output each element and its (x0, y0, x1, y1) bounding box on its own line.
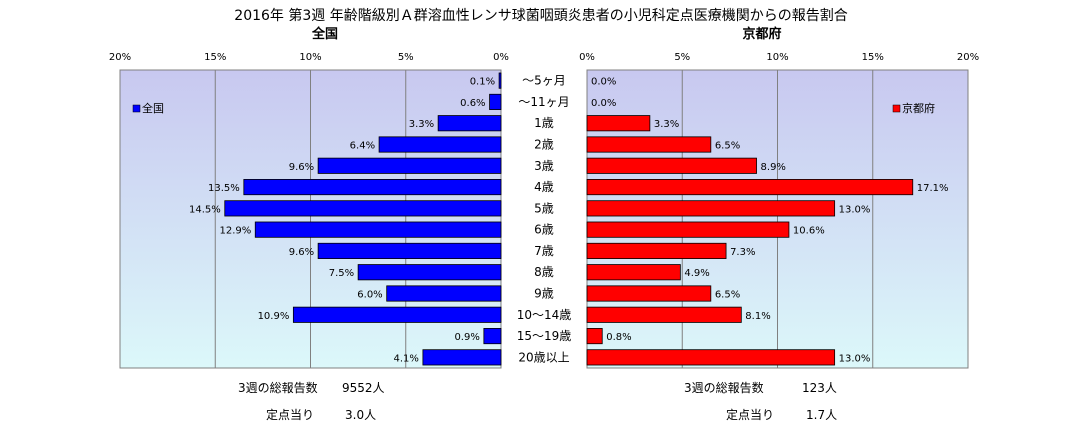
left-bar (254, 221, 502, 238)
left-value-label: 9.6% (289, 247, 314, 258)
left-value-label: 14.5% (189, 204, 221, 215)
left-legend-label: 全国 (142, 101, 164, 115)
left-value-label: 3.3% (409, 119, 434, 130)
category-label: 6歳 (534, 223, 554, 237)
left-bar (437, 115, 502, 132)
right-bar (586, 349, 836, 366)
category-label: 7歳 (534, 244, 554, 258)
right-bar (586, 242, 727, 259)
left-bar (483, 328, 502, 345)
right-legend: 京都府 (892, 101, 935, 115)
right-bar (586, 115, 651, 132)
right-bar (586, 179, 914, 196)
right-value-label: 7.3% (730, 247, 755, 258)
left-bar (422, 349, 502, 366)
left-total-reports-value: 9552人 (342, 381, 385, 395)
right-tick-label: 15% (862, 52, 884, 63)
right-value-label: 8.1% (745, 311, 770, 322)
left-bar (224, 200, 502, 217)
right-tick-label: 10% (766, 52, 788, 63)
left-bar (489, 93, 502, 110)
right-bar (586, 221, 790, 238)
right-bar (586, 157, 757, 174)
left-value-label: 4.1% (393, 353, 418, 364)
category-label: ～5ヶ月 (522, 74, 566, 88)
category-label: 15～19歳 (517, 329, 572, 343)
right-legend-swatch (892, 104, 901, 113)
left-value-label: 10.9% (258, 311, 290, 322)
left-bar (243, 179, 502, 196)
category-label: 2歳 (534, 138, 554, 152)
right-value-label: 10.6% (793, 226, 825, 237)
left-value-label: 0.9% (454, 332, 479, 343)
right-value-label: 17.1% (917, 183, 949, 194)
right-value-label: 13.0% (839, 353, 871, 364)
left-tick-label: 0% (493, 52, 509, 63)
left-value-label: 0.6% (460, 98, 485, 109)
right-value-label: 0.0% (591, 98, 616, 109)
left-bar (386, 285, 502, 302)
right-value-label: 0.0% (591, 77, 616, 88)
right-value-label: 4.9% (684, 268, 709, 279)
right-bar (586, 328, 603, 345)
right-value-label: 6.5% (715, 141, 740, 152)
right-panel-heading: 京都府 (742, 26, 781, 42)
category-label: 8歳 (534, 265, 554, 279)
left-value-label: 9.6% (289, 162, 314, 173)
category-label: 4歳 (534, 180, 554, 194)
chart-title: 2016年 第3週 年齢階級別Ａ群溶血性レンサ球菌咽頭炎患者の小児科定点医療機関… (234, 7, 847, 24)
right-value-label: 13.0% (839, 204, 871, 215)
right-value-label: 3.3% (654, 119, 679, 130)
left-per-sentinel-value: 3.0人 (345, 408, 376, 422)
category-label: 10～14歳 (517, 308, 572, 322)
left-bar (357, 264, 502, 281)
left-per-sentinel-label: 定点当り (266, 407, 314, 422)
left-bar (498, 72, 502, 89)
left-bar (317, 157, 502, 174)
right-bar (586, 264, 681, 281)
right-bar (586, 285, 712, 302)
left-value-label: 0.1% (470, 77, 495, 88)
category-label: ～11ヶ月 (518, 95, 569, 109)
category-label: 9歳 (534, 287, 554, 301)
left-value-label: 13.5% (208, 183, 240, 194)
right-total-reports-value: 123人 (802, 381, 837, 395)
right-bar (586, 306, 742, 323)
category-label: 5歳 (534, 201, 554, 215)
right-tick-label: 0% (579, 52, 595, 63)
left-panel-heading: 全国 (311, 26, 338, 42)
left-bar (292, 306, 502, 323)
left-tick-label: 10% (299, 52, 321, 63)
right-tick-label: 20% (957, 52, 979, 63)
left-value-label: 6.4% (350, 141, 375, 152)
right-value-label: 8.9% (761, 162, 786, 173)
right-bar (586, 200, 836, 217)
right-per-sentinel-label: 定点当り (726, 407, 774, 422)
left-total-reports-label: 3週の総報告数 (238, 380, 318, 395)
right-bar (586, 136, 712, 153)
left-tick-label: 15% (204, 52, 226, 63)
right-value-label: 0.8% (606, 332, 631, 343)
left-tick-label: 20% (109, 52, 131, 63)
left-value-label: 6.0% (357, 290, 382, 301)
category-label: 1歳 (534, 116, 554, 130)
left-legend-swatch (132, 104, 141, 113)
left-value-label: 7.5% (329, 268, 354, 279)
left-legend: 全国 (132, 101, 164, 115)
category-label: 3歳 (534, 159, 554, 173)
right-value-label: 6.5% (715, 290, 740, 301)
left-tick-label: 5% (398, 52, 414, 63)
right-total-reports-label: 3週の総報告数 (684, 380, 764, 395)
right-tick-label: 5% (674, 52, 690, 63)
left-bar (378, 136, 502, 153)
right-per-sentinel-value: 1.7人 (806, 408, 837, 422)
left-bar (317, 242, 502, 259)
left-value-label: 12.9% (219, 226, 251, 237)
right-legend-label: 京都府 (902, 101, 935, 115)
category-label: 20歳以上 (518, 350, 569, 364)
